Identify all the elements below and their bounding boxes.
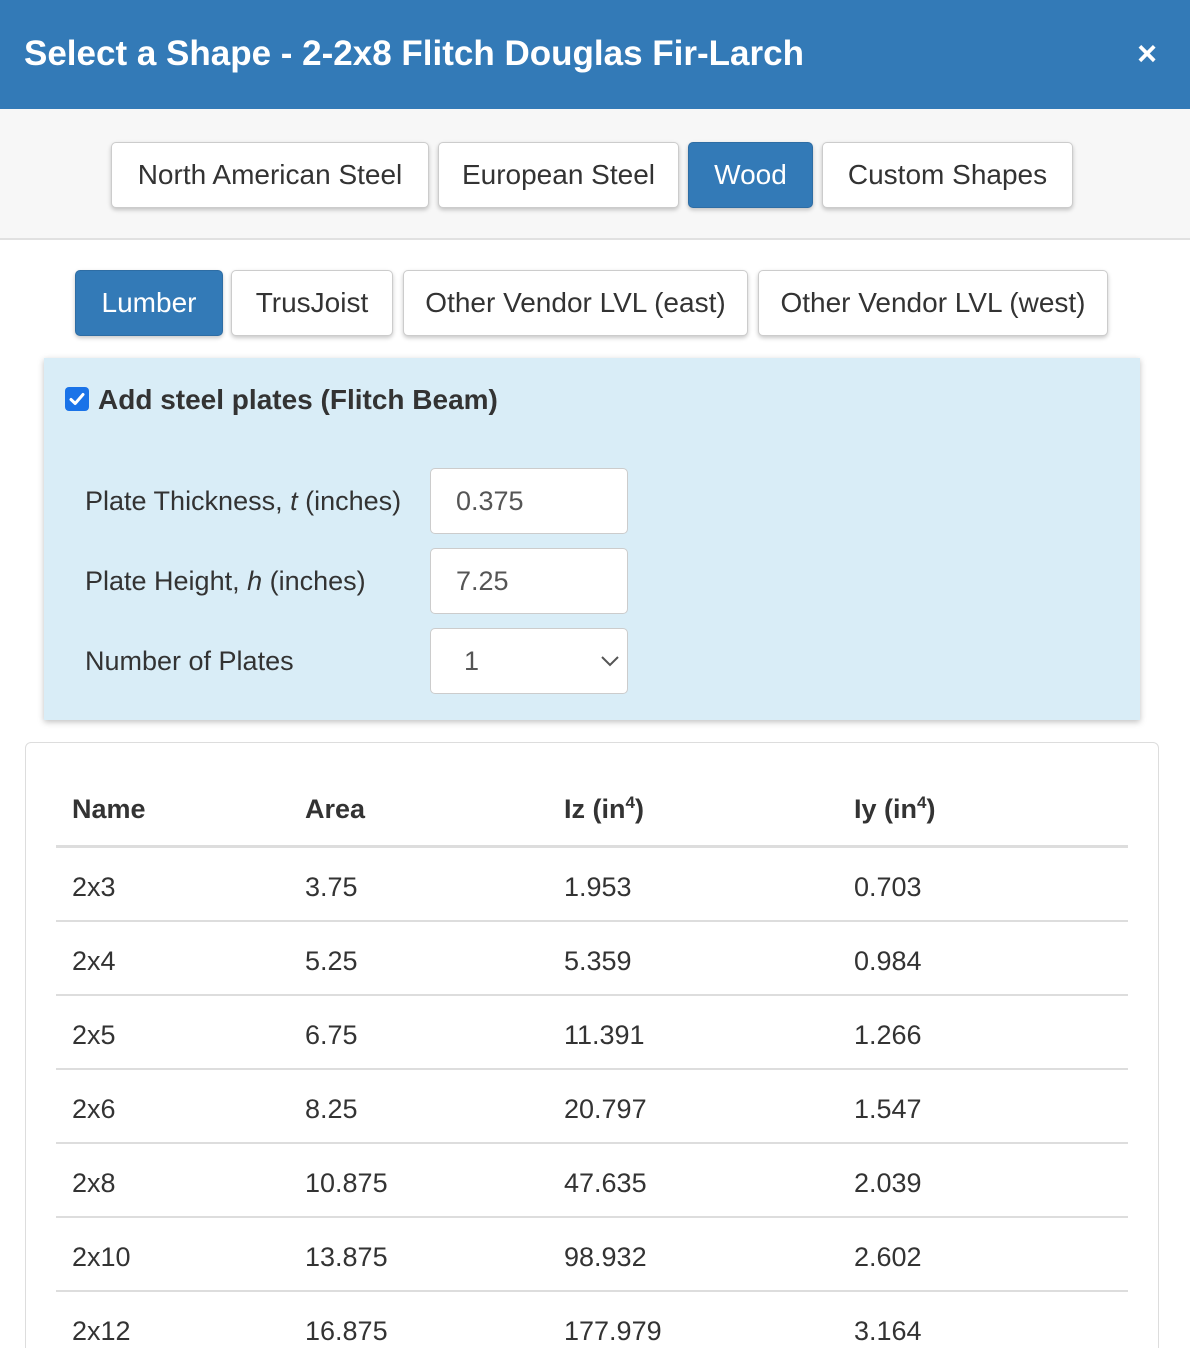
cell-iz: 1.953 <box>564 872 632 902</box>
table-row[interactable]: 2x5 6.75 11.391 1.266 <box>56 996 1128 1070</box>
cell-iz: 20.797 <box>564 1094 647 1124</box>
close-button[interactable]: × <box>1126 33 1168 75</box>
column-header-iz[interactable]: Iz (in4) <box>564 793 644 824</box>
cell-iz: 98.932 <box>564 1242 647 1272</box>
tab-lumber[interactable]: Lumber <box>75 270 223 336</box>
dialog-title: Select a Shape - 2-2x8 Flitch Douglas Fi… <box>24 34 804 73</box>
cell-iy: 2.039 <box>854 1168 922 1198</box>
flitch-checkbox-label: Add steel plates (Flitch Beam) <box>98 384 498 415</box>
plate-thickness-input[interactable]: 0.375 <box>430 468 628 534</box>
tab-other-vendor-lvl-east[interactable]: Other Vendor LVL (east) <box>403 270 748 336</box>
cell-iz: 11.391 <box>564 1020 645 1050</box>
cell-area: 6.75 <box>305 1020 358 1050</box>
cell-iy: 3.164 <box>854 1316 922 1346</box>
dialog-header: Select a Shape - 2-2x8 Flitch Douglas Fi… <box>0 0 1190 109</box>
plate-height-label: Plate Height, h (inches) <box>85 566 366 596</box>
cell-name: 2x3 <box>72 872 116 902</box>
category-tab-bar: North American Steel European Steel Wood… <box>0 109 1190 240</box>
tab-north-american-steel[interactable]: North American Steel <box>111 142 429 208</box>
table-row[interactable]: 2x8 10.875 47.635 2.039 <box>56 1144 1128 1218</box>
cell-name: 2x10 <box>72 1242 131 1272</box>
tab-wood[interactable]: Wood <box>688 142 813 208</box>
cell-iy: 1.547 <box>854 1094 922 1124</box>
flitch-options-panel: Add steel plates (Flitch Beam) Plate Thi… <box>44 358 1140 720</box>
cell-iy: 2.602 <box>854 1242 922 1272</box>
cell-name: 2x8 <box>72 1168 116 1198</box>
flitch-checkbox[interactable] <box>65 387 89 411</box>
tab-custom-shapes[interactable]: Custom Shapes <box>822 142 1073 208</box>
cell-area: 3.75 <box>305 872 358 902</box>
shape-table-card <box>25 742 1159 1348</box>
plate-thickness-label: Plate Thickness, t (inches) <box>85 486 402 516</box>
checkmark-icon <box>69 393 85 405</box>
cell-area: 10.875 <box>305 1168 388 1198</box>
number-of-plates-value: 1 <box>464 646 480 676</box>
cell-name: 2x6 <box>72 1094 116 1124</box>
number-of-plates-label: Number of Plates <box>85 646 294 676</box>
cell-iy: 1.266 <box>854 1020 922 1050</box>
column-header-area[interactable]: Area <box>305 794 366 824</box>
cell-area: 13.875 <box>305 1242 388 1272</box>
number-of-plates-select[interactable]: 1 <box>430 628 628 694</box>
column-header-iy[interactable]: Iy (in4) <box>854 793 936 824</box>
cell-name: 2x5 <box>72 1020 116 1050</box>
close-icon: × <box>1137 35 1157 73</box>
table-row[interactable]: 2x10 13.875 98.932 2.602 <box>56 1218 1128 1292</box>
cell-iy: 0.703 <box>854 872 922 902</box>
cell-name: 2x4 <box>72 946 116 976</box>
table-row[interactable]: 2x6 8.25 20.797 1.547 <box>56 1070 1128 1144</box>
cell-area: 16.875 <box>305 1316 388 1346</box>
cell-name: 2x12 <box>72 1316 131 1346</box>
table-header-rule <box>56 845 1128 848</box>
column-header-name[interactable]: Name <box>72 794 146 824</box>
chevron-down-icon <box>601 656 619 667</box>
cell-area: 8.25 <box>305 1094 358 1124</box>
plate-height-input[interactable]: 7.25 <box>430 548 628 614</box>
table-row[interactable]: 2x4 5.25 5.359 0.984 <box>56 922 1128 996</box>
cell-iz: 5.359 <box>564 946 632 976</box>
cell-iz: 47.635 <box>564 1168 647 1198</box>
cell-iz: 177.979 <box>564 1316 662 1346</box>
table-row[interactable]: 2x3 3.75 1.953 0.703 <box>56 848 1128 922</box>
tab-european-steel[interactable]: European Steel <box>438 142 679 208</box>
cell-area: 5.25 <box>305 946 358 976</box>
tab-other-vendor-lvl-west[interactable]: Other Vendor LVL (west) <box>758 270 1108 336</box>
cell-iy: 0.984 <box>854 946 922 976</box>
table-row[interactable]: 2x12 16.875 177.979 3.164 <box>56 1292 1128 1348</box>
tab-trusjoist[interactable]: TrusJoist <box>231 270 393 336</box>
